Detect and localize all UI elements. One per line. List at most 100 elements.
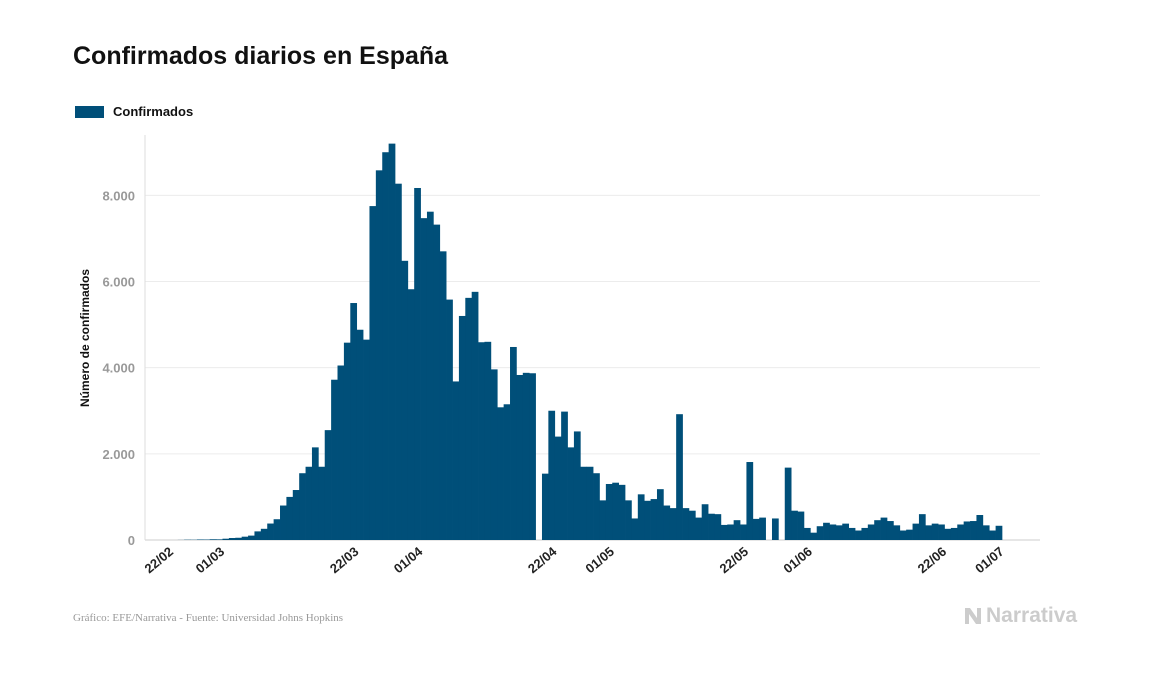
bar: [989, 530, 996, 540]
bar-series: [177, 143, 1003, 541]
bar: [567, 447, 575, 540]
legend: Confirmados: [75, 104, 193, 119]
x-tick-label: 01/03: [193, 544, 228, 576]
bar: [375, 170, 383, 540]
bar: [516, 374, 524, 540]
bar: [273, 519, 281, 540]
bar: [311, 447, 319, 540]
bar: [797, 511, 805, 540]
bar: [688, 510, 696, 540]
bar: [471, 291, 479, 540]
bar: [510, 346, 517, 540]
brand-logo: Narrativa: [962, 604, 1077, 628]
bar: [816, 526, 824, 540]
bar: [382, 152, 389, 541]
y-tick-label: 8.000: [102, 188, 135, 203]
bar: [893, 525, 901, 540]
bar: [395, 183, 402, 540]
bar: [740, 524, 747, 540]
bar: [267, 523, 274, 540]
bar: [439, 251, 447, 540]
bar: [746, 462, 754, 540]
bar: [708, 513, 715, 540]
bar: [880, 517, 888, 540]
bar: [835, 525, 843, 540]
bar: [478, 342, 485, 540]
bar: [823, 522, 830, 540]
bar: [829, 524, 837, 540]
bar: [318, 466, 326, 540]
source-note: Gráfico: EFE/Narrativa - Fuente: Univers…: [73, 612, 344, 624]
bar: [663, 505, 671, 540]
bar: [631, 518, 639, 540]
bar: [861, 527, 869, 540]
bar: [695, 517, 703, 540]
bar: [414, 187, 421, 541]
bar: [522, 372, 530, 540]
bar: [222, 538, 230, 540]
bar: [337, 365, 345, 540]
y-tick-label: 4.000: [102, 361, 135, 376]
bar: [618, 484, 626, 540]
bar: [625, 500, 632, 540]
bar: [644, 500, 651, 540]
bar: [426, 211, 434, 540]
bar: [248, 535, 255, 540]
x-tick-label: 22/02: [142, 544, 177, 576]
bar: [305, 466, 313, 540]
bar: [286, 496, 294, 540]
bar: [855, 530, 862, 540]
bar: [401, 260, 409, 540]
bar: [906, 529, 913, 540]
bar: [196, 539, 204, 540]
bar: [363, 339, 370, 540]
x-tick-label: 01/04: [391, 543, 426, 576]
bar: [842, 523, 850, 540]
bar: [612, 482, 619, 540]
bar: [886, 521, 894, 540]
bar: [931, 523, 939, 540]
bar: [867, 524, 875, 540]
bar: [682, 508, 690, 540]
narrativa-logo-icon: [965, 608, 981, 624]
bar: [407, 289, 415, 540]
x-tick-label: 22/04: [525, 543, 560, 576]
y-axis-label: Número de confirmados: [78, 269, 92, 407]
bar: [701, 504, 709, 540]
bar: [925, 525, 933, 540]
bar: [733, 520, 741, 540]
bar: [548, 410, 556, 540]
bar: [497, 407, 504, 540]
bar: [280, 505, 287, 540]
bar: [452, 381, 460, 540]
brand-name: Narrativa: [986, 604, 1078, 627]
bar: [241, 536, 249, 540]
bar: [299, 473, 306, 540]
bar: [503, 404, 511, 540]
legend-label: Confirmados: [113, 104, 194, 119]
bar: [727, 524, 734, 540]
bar: [944, 528, 952, 540]
x-tick-label: 22/05: [717, 544, 752, 576]
bar: [656, 489, 664, 540]
bar: [235, 537, 243, 540]
bar: [465, 297, 473, 540]
bar: [605, 483, 613, 540]
bar: [752, 518, 760, 540]
bar: [874, 520, 881, 540]
bar: [950, 527, 958, 540]
bar: [343, 342, 351, 540]
bar: [720, 524, 728, 540]
bar: [599, 500, 607, 540]
bar: [209, 539, 217, 540]
bar: [784, 467, 792, 540]
bar: [292, 490, 300, 540]
bar: [420, 218, 428, 540]
bar: [957, 524, 965, 540]
bar: [810, 532, 818, 540]
y-tick-label: 2.000: [102, 447, 135, 462]
bar: [350, 303, 358, 540]
bar: [593, 473, 600, 540]
bar: [982, 525, 990, 540]
